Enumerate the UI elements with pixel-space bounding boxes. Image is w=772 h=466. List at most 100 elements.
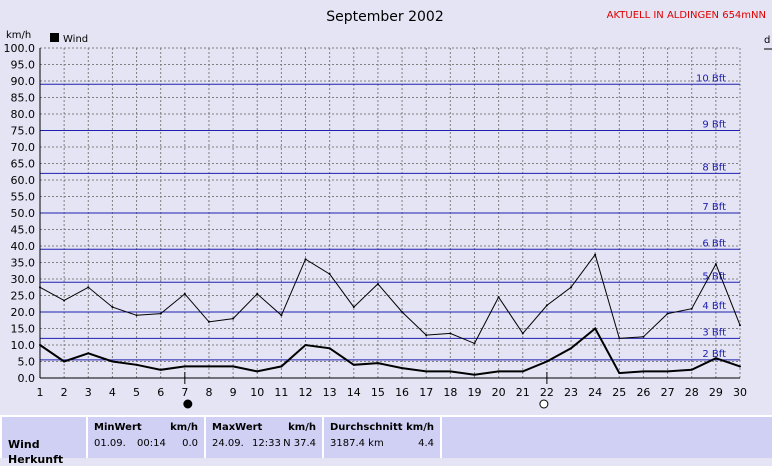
x-tick-label: 22	[540, 386, 554, 399]
data-point-max	[521, 332, 524, 335]
beaufort-label: 6 Bft	[702, 238, 726, 249]
data-point-mean	[401, 367, 404, 370]
x-tick-label: 13	[323, 386, 337, 399]
data-point-max	[304, 258, 307, 261]
data-point-mean	[352, 363, 355, 366]
stats-max-cell: MaxWert km/h 24.09. 12:33 N 37.4	[206, 417, 322, 458]
x-tick-label: 7	[181, 386, 188, 399]
beaufort-label: 5 Bft	[702, 271, 726, 282]
y-axis-unit-label: km/h	[6, 30, 31, 41]
y-tick-label: 60.0	[11, 174, 36, 187]
data-point-mean	[376, 362, 379, 365]
x-tick-label: 3	[85, 386, 92, 399]
data-point-mean	[232, 365, 235, 368]
y-tick-label: 15.0	[11, 323, 36, 336]
data-point-max	[642, 335, 645, 338]
data-point-max	[425, 334, 428, 337]
x-tick-label: 5	[133, 386, 140, 399]
data-point-mean	[280, 365, 283, 368]
x-tick-label: 26	[636, 386, 650, 399]
data-point-mean	[425, 370, 428, 373]
y-tick-label: 70.0	[11, 141, 36, 154]
data-point-max	[666, 312, 669, 315]
stats-label-cell: Wind Herkunft	[2, 417, 86, 466]
stats-empty-cell	[442, 417, 772, 458]
data-point-mean	[183, 365, 186, 368]
x-tick-label: 9	[230, 386, 237, 399]
statistics-panel: Wind Herkunft MinWert km/h 01.09. 00:14 …	[0, 415, 772, 466]
avg-title: Durchschnitt	[330, 422, 403, 433]
data-point-max	[135, 314, 138, 317]
y-tick-label: 95.0	[11, 59, 36, 72]
y-tick-label: 5.0	[18, 356, 36, 369]
full-moon-icon	[539, 399, 549, 409]
min-date: 01.09.	[94, 438, 126, 449]
x-tick-label: 16	[395, 386, 409, 399]
x-tick-label: 10	[250, 386, 264, 399]
y-tick-label: 55.0	[11, 191, 36, 204]
min-title: MinWert	[94, 422, 142, 433]
x-tick-label: 21	[516, 386, 530, 399]
beaufort-label: 9 Bft	[702, 120, 726, 131]
data-point-mean	[642, 370, 645, 373]
station-label: AKTUELL IN ALDINGEN 654mNN	[607, 10, 766, 21]
beaufort-label: 7 Bft	[702, 202, 726, 213]
x-tick-label: 17	[419, 386, 433, 399]
max-title: MaxWert	[212, 422, 263, 433]
data-point-max	[449, 332, 452, 335]
x-tick-label: 18	[443, 386, 457, 399]
data-point-mean	[690, 368, 693, 371]
data-point-mean	[545, 360, 548, 363]
data-point-mean	[473, 373, 476, 376]
x-tick-label: 4	[109, 386, 116, 399]
y-tick-label: 75.0	[11, 125, 36, 138]
stats-min-cell: MinWert km/h 01.09. 00:14 0.0	[88, 417, 204, 458]
data-point-max	[618, 337, 621, 340]
x-tick-label: 23	[564, 386, 578, 399]
data-point-mean	[328, 347, 331, 350]
data-point-mean	[666, 370, 669, 373]
y-tick-label: 0.0	[18, 372, 36, 385]
legend-label: Wind	[63, 34, 88, 45]
x-tick-label: 27	[661, 386, 675, 399]
data-point-mean	[521, 370, 524, 373]
max-value: N 37.4	[283, 438, 316, 449]
x-tick-label: 25	[612, 386, 626, 399]
data-point-mean	[594, 327, 597, 330]
data-point-max	[545, 304, 548, 307]
y-tick-label: 30.0	[11, 273, 36, 286]
data-point-max	[256, 292, 259, 295]
data-point-max	[352, 306, 355, 309]
data-point-mean	[256, 370, 259, 373]
data-point-mean	[87, 352, 90, 355]
data-point-max	[328, 273, 331, 276]
data-point-max	[159, 312, 162, 315]
data-point-max	[594, 253, 597, 256]
y-tick-label: 25.0	[11, 290, 36, 303]
stats-row-label-2: Herkunft	[8, 453, 64, 466]
x-tick-label: 24	[588, 386, 602, 399]
x-tick-label: 15	[371, 386, 385, 399]
data-point-max	[232, 317, 235, 320]
stats-row-label: Wind	[8, 438, 40, 451]
wind-chart: September 2002 AKTUELL IN ALDINGEN 654mN…	[4, 9, 772, 409]
y-tick-label: 10.0	[11, 339, 36, 352]
data-point-mean	[111, 360, 114, 363]
beaufort-label: 4 Bft	[702, 301, 726, 312]
new-moon-icon	[183, 399, 193, 409]
data-point-max	[111, 306, 114, 309]
data-point-mean	[449, 370, 452, 373]
data-point-max	[280, 314, 283, 317]
legend-swatch	[50, 33, 59, 42]
max-time: 12:33	[252, 438, 281, 449]
data-point-max	[376, 282, 379, 285]
x-tick-label: 2	[61, 386, 68, 399]
x-tick-label: 1	[37, 386, 44, 399]
data-point-max	[739, 324, 741, 327]
y-tick-label: 85.0	[11, 92, 36, 105]
y-tick-label: 35.0	[11, 257, 36, 270]
x-tick-label: 14	[347, 386, 361, 399]
avg-unit: km/h	[406, 422, 434, 433]
x-tick-label: 29	[709, 386, 723, 399]
data-point-mean	[714, 357, 717, 360]
